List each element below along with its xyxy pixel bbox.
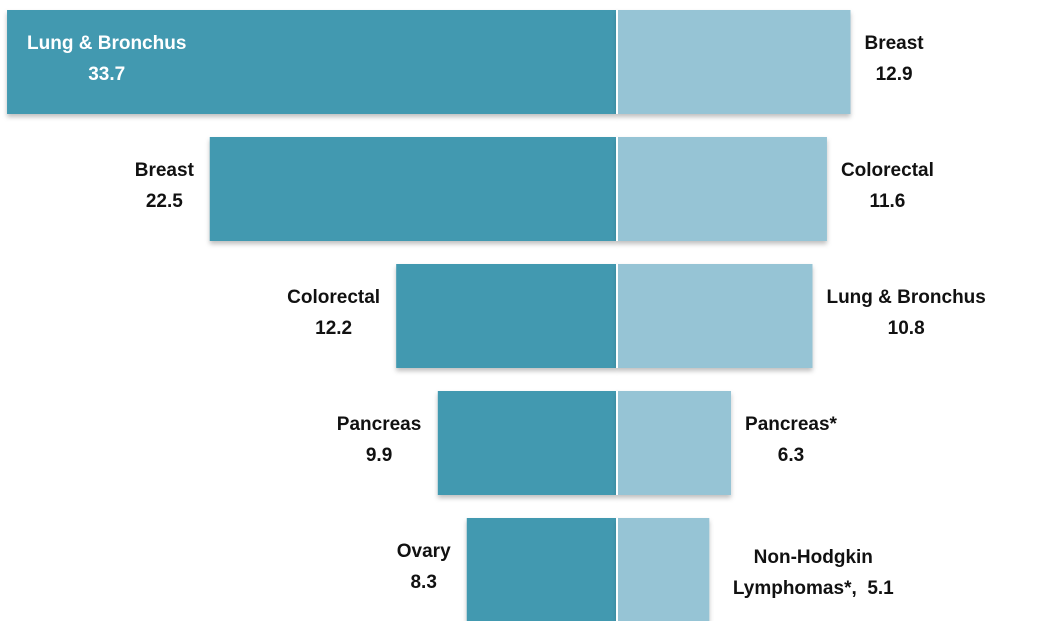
left-label: Colorectal 12.2 <box>287 282 380 344</box>
bar <box>7 10 617 114</box>
value-label: 11.6 <box>869 191 906 212</box>
bar <box>617 518 710 621</box>
bar <box>437 391 617 495</box>
bar <box>209 137 617 241</box>
value-label: 10.8 <box>887 318 925 339</box>
left-label: Breast 22.5 <box>135 155 194 217</box>
category-label: Colorectal <box>287 287 381 308</box>
value-label: 5.1 <box>867 577 894 599</box>
value-label: 6.3 <box>777 445 805 466</box>
left-label: Pancreas 9.9 <box>337 409 422 471</box>
left-label: Lung & Bronchus 33.7 <box>27 28 186 90</box>
value-label: 8.3 <box>410 571 437 593</box>
category-label: Colorectal <box>840 160 934 181</box>
value-label: 12.2 <box>315 318 353 339</box>
value-label: 9.9 <box>365 445 393 466</box>
right-label: Non-Hodgkin Lymphomas*, 5.1 <box>723 542 903 604</box>
category-label: Ovary <box>396 540 451 562</box>
right-label: Pancreas* 6.3 <box>745 409 837 471</box>
bar <box>466 518 617 621</box>
value-label: 12.9 <box>875 64 913 85</box>
bar <box>396 264 617 368</box>
bar <box>617 10 851 114</box>
category-label: Breast <box>134 160 194 181</box>
category-label: Pancreas* <box>745 414 837 435</box>
value-label: 22.5 <box>145 191 183 212</box>
bar <box>617 137 827 241</box>
category-label: Non-Hodgkin Lymphomas*, <box>732 546 873 599</box>
right-label: Breast 12.9 <box>864 28 923 90</box>
category-label: Pancreas <box>336 414 422 435</box>
category-label: Breast <box>864 33 924 54</box>
right-label: Colorectal 11.6 <box>841 155 934 217</box>
value-label: 33.7 <box>88 64 126 85</box>
category-label: Lung & Bronchus <box>27 33 187 54</box>
bar <box>617 264 813 368</box>
left-label: Ovary 8.3 <box>397 536 451 598</box>
category-label: Lung & Bronchus <box>826 287 986 308</box>
right-label: Lung & Bronchus 10.8 <box>826 282 985 344</box>
bar <box>617 391 732 495</box>
